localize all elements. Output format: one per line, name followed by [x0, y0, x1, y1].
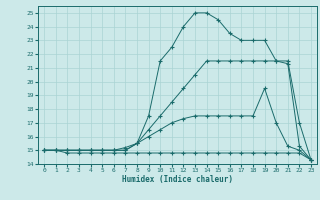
X-axis label: Humidex (Indice chaleur): Humidex (Indice chaleur): [122, 175, 233, 184]
